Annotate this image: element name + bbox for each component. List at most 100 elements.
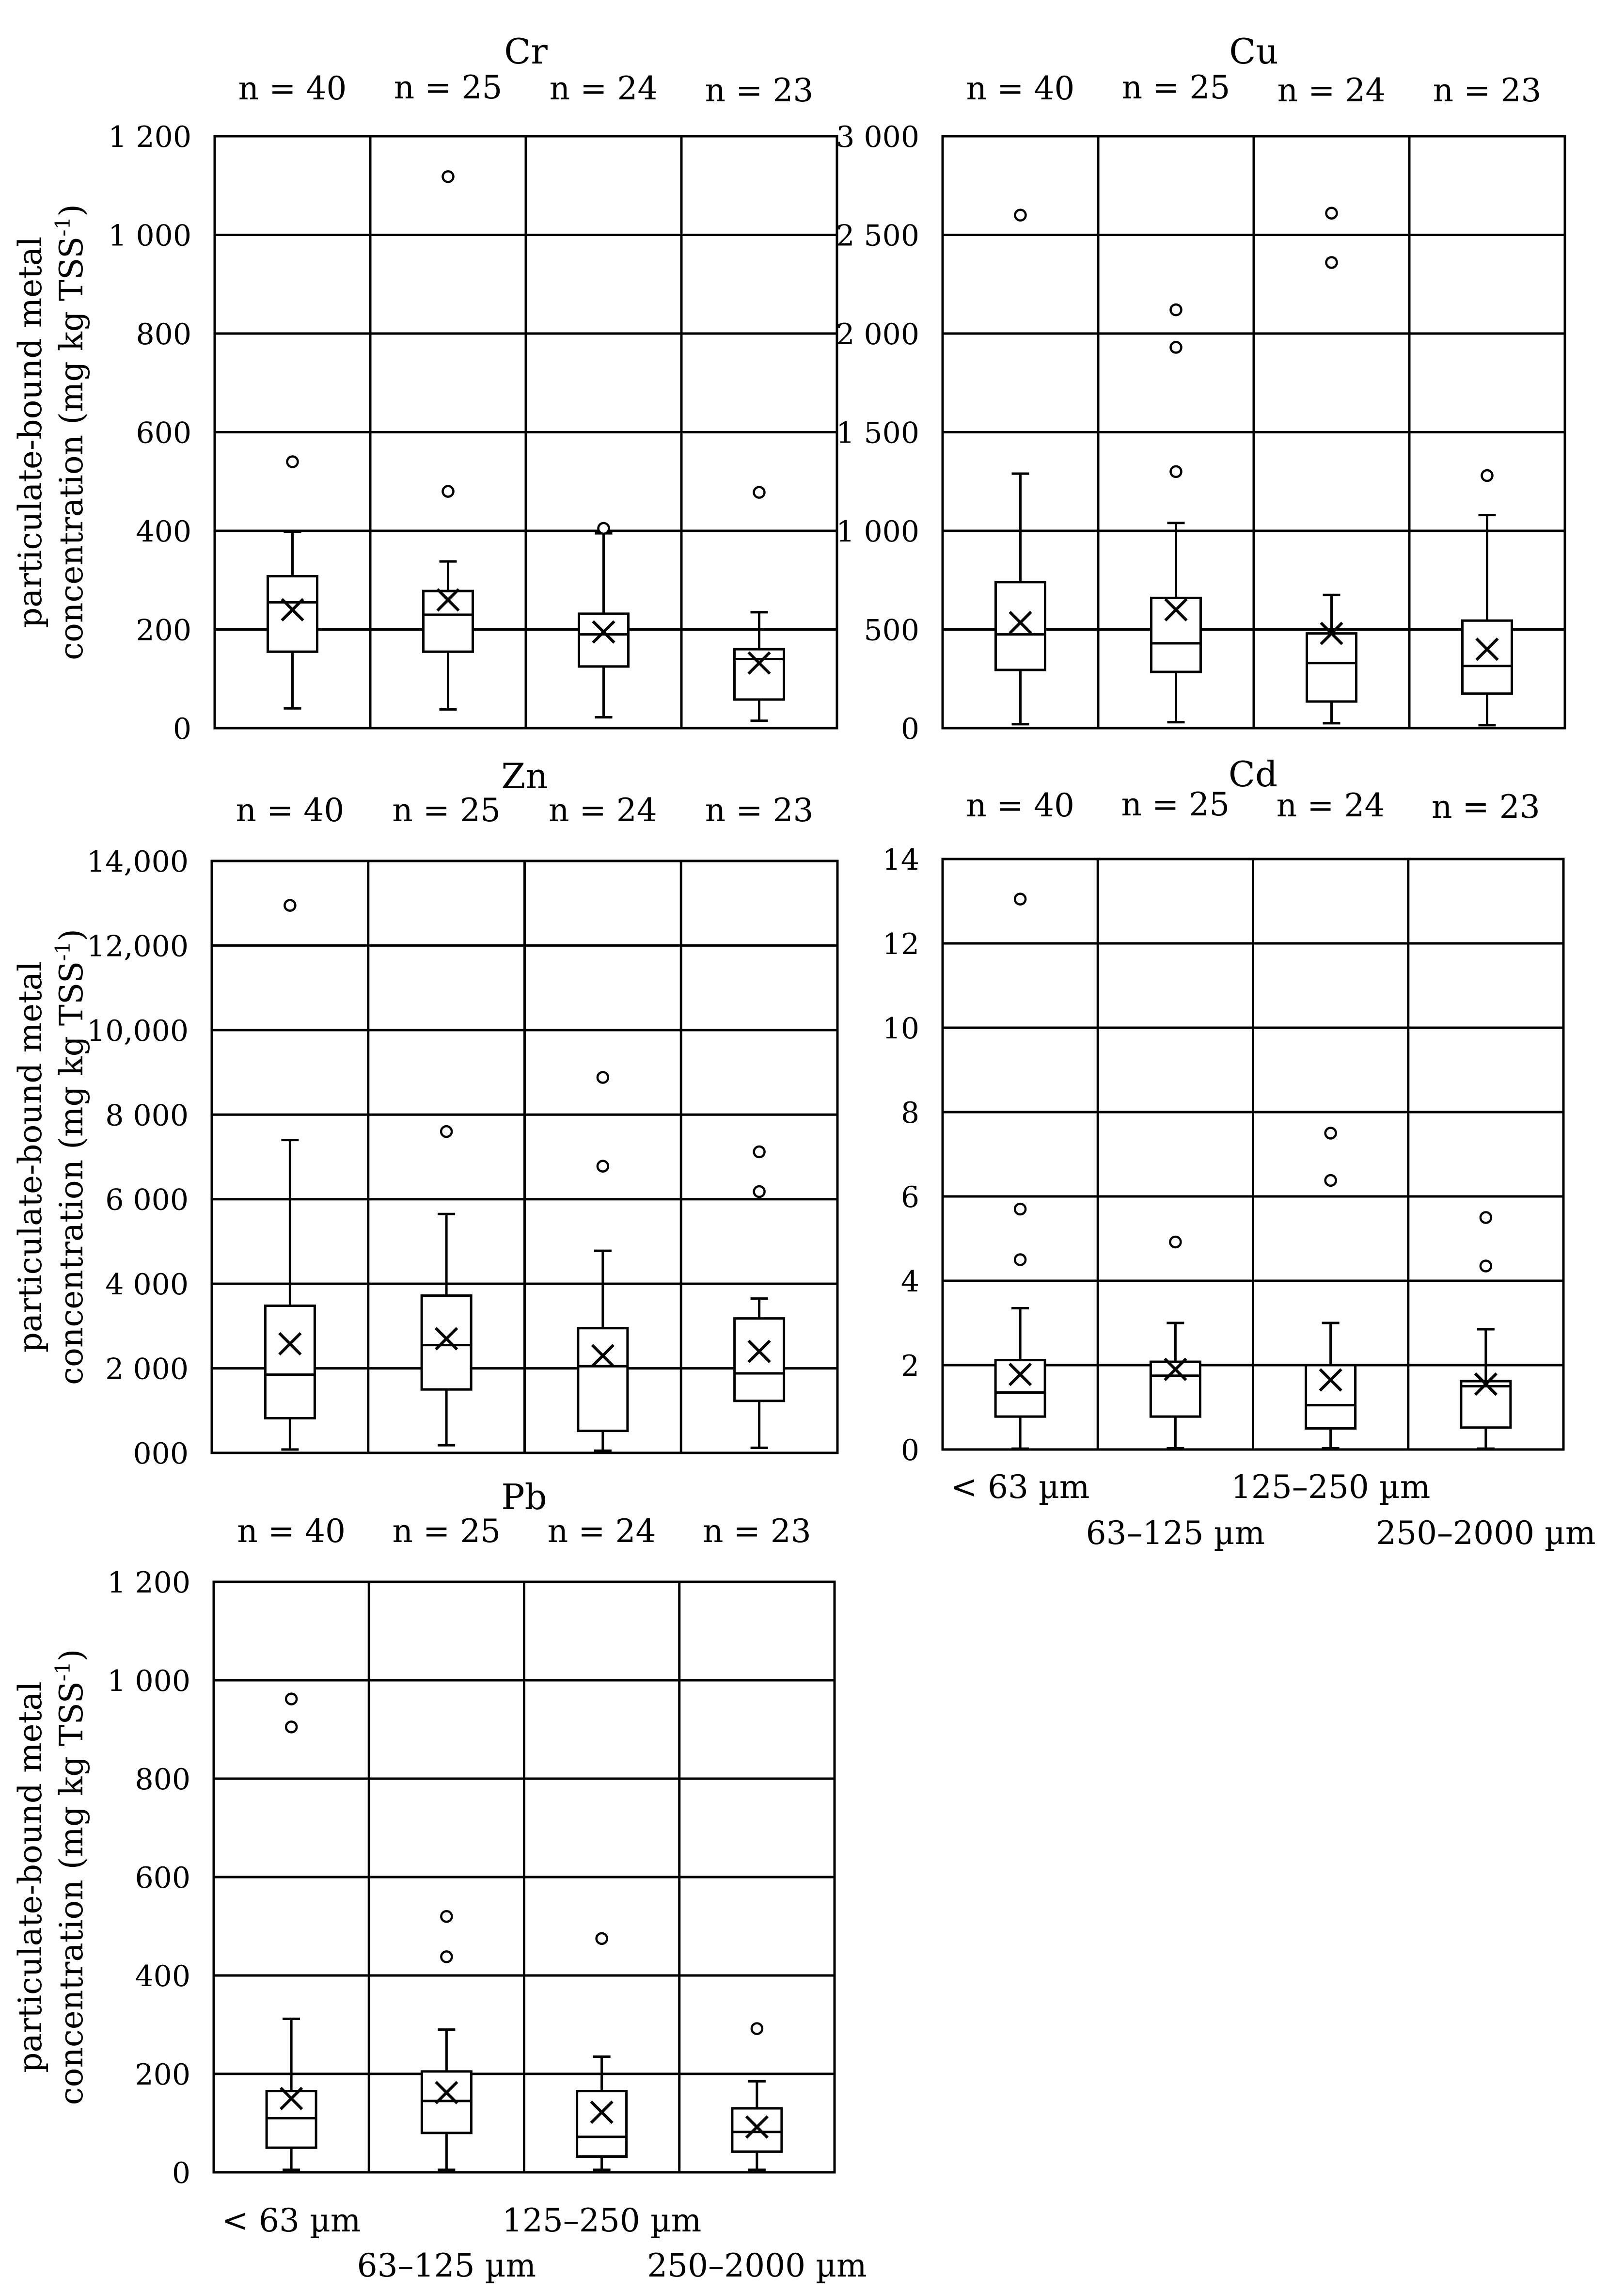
y-tick-label: 800	[135, 1763, 190, 1797]
x-category-label: 63–125 µm	[357, 2247, 536, 2284]
y-axis-label-line1: particulate-bound metal	[12, 1681, 49, 2072]
y-tick-label: 1 200	[107, 1566, 190, 1600]
y-tick-label: 2 500	[836, 219, 919, 253]
outlier-point	[1169, 1235, 1182, 1249]
box-3	[577, 1071, 629, 1452]
n-label: n = 24	[549, 792, 657, 829]
mean-marker	[1475, 637, 1499, 661]
n-label: n = 40	[238, 70, 347, 107]
mean-marker	[590, 2101, 614, 2124]
box-1	[264, 899, 316, 1451]
y-axis-label-line2: concentration (mg kg TSS-1)	[51, 204, 90, 660]
box-iqr	[265, 2090, 317, 2149]
box-3	[1305, 1127, 1357, 1449]
outlier-point	[1013, 1253, 1027, 1266]
box-1	[994, 208, 1046, 726]
box-4	[1460, 1211, 1512, 1450]
n-label: n = 23	[705, 792, 814, 829]
outlier-point	[1013, 892, 1027, 906]
y-tick-label: 2 000	[105, 1353, 189, 1386]
mean-marker	[747, 1339, 771, 1363]
panel-title: Pb	[501, 1477, 547, 1517]
box-iqr	[420, 2070, 473, 2134]
box-iqr	[1306, 632, 1357, 703]
y-tick-label: 8	[901, 1096, 919, 1130]
y-tick-label: 0	[173, 712, 191, 746]
outlier-point	[1479, 1211, 1493, 1224]
y-axis-label-line2: concentration (mg kg TSS-1)	[51, 929, 90, 1385]
outlier-point	[753, 486, 766, 499]
panel-cd: Cd n = 40 n = 25 n = 24 n = 23 0 2 4 6 8 10 12 14 < 6…	[883, 754, 1596, 1552]
box-3	[576, 1932, 628, 2171]
y-tick-label: 12,000	[87, 929, 189, 963]
n-label: n = 24	[548, 1513, 656, 1550]
box-4	[733, 1145, 786, 1449]
n-label: n = 25	[392, 792, 501, 829]
box-2	[420, 1125, 473, 1447]
outlier-point	[1169, 465, 1183, 478]
box-2	[1149, 1235, 1201, 1449]
box-iqr	[733, 1317, 786, 1402]
y-tick-label: 2 000	[836, 318, 919, 351]
box-iqr	[264, 1304, 316, 1419]
panel-title: Cr	[504, 31, 548, 72]
panel-zn: Zn n = 40 n = 25 n = 24 n = 23 000 2 000 4 000 6…	[12, 756, 839, 1471]
n-label: n = 24	[1277, 72, 1386, 109]
box-1	[267, 455, 318, 710]
outlier-point	[753, 1145, 766, 1159]
y-tick-label: 1 000	[107, 1664, 190, 1698]
y-axis-label-line2: concentration (mg kg TSS-1)	[51, 1649, 90, 2105]
outlier-point	[1324, 1174, 1337, 1187]
y-axis-label-text: concentration (mg kg TSS	[53, 961, 90, 1385]
n-label: n = 25	[1122, 69, 1230, 106]
y-tick-label: 1 200	[108, 120, 191, 154]
y-tick-label: 800	[136, 318, 191, 351]
mean-marker	[1164, 1357, 1187, 1381]
x-category-label: 250–2000 µm	[1376, 1514, 1595, 1552]
y-tick-label: 1 000	[836, 515, 919, 549]
y-tick-label: 400	[135, 1959, 190, 1993]
box-iqr	[1460, 1380, 1512, 1429]
y-tick-label: 1 000	[108, 219, 191, 253]
outlier-point	[1479, 1259, 1493, 1273]
mean-marker	[435, 2081, 458, 2104]
panel-cr: Cr n = 40 n = 25 n = 24 n = 23 0 200 400 600 800 1…	[12, 31, 838, 746]
box-iqr	[420, 1294, 473, 1391]
x-category-label: < 63 µm	[951, 1468, 1090, 1506]
y-tick-label: 3 000	[836, 120, 919, 154]
mean-marker	[278, 1332, 302, 1356]
y-tick-label: 000	[133, 1437, 189, 1471]
mean-marker	[1009, 611, 1032, 635]
outlier-point	[440, 1910, 453, 1923]
mean-marker	[591, 1344, 615, 1368]
y-tick-label: 8 000	[105, 1099, 189, 1132]
y-tick-label: 0	[172, 2156, 190, 2190]
n-label: n = 25	[393, 1513, 501, 1550]
mean-marker	[1474, 1372, 1498, 1396]
box-2	[420, 1910, 473, 2171]
y-axis-label-close: )	[53, 1649, 90, 1662]
y-tick-label: 0	[901, 1433, 919, 1467]
box-iqr	[994, 1359, 1046, 1418]
outlier-point	[1169, 341, 1183, 354]
box-iqr	[731, 2107, 783, 2153]
outlier-point	[284, 1692, 298, 1705]
y-axis-label-superscript: -1	[51, 941, 75, 961]
panel-title: Zn	[501, 756, 548, 796]
y-tick-label: 600	[135, 1861, 190, 1895]
y-tick-label: 4 000	[105, 1268, 189, 1302]
box-iqr	[577, 1327, 629, 1433]
box-iqr	[267, 575, 318, 653]
panel-title: Cd	[1229, 754, 1277, 795]
n-label: n = 25	[394, 69, 503, 106]
outlier-point	[596, 1071, 610, 1084]
outlier-point	[596, 1160, 610, 1173]
y-tick-label: 200	[136, 614, 191, 648]
mean-marker	[747, 651, 771, 675]
outlier-point	[753, 1185, 766, 1198]
y-axis-label-line1: particulate-bound metal	[12, 237, 49, 628]
y-tick-label: 500	[864, 614, 919, 648]
outlier-point	[441, 485, 455, 498]
plot-frame	[213, 135, 838, 730]
